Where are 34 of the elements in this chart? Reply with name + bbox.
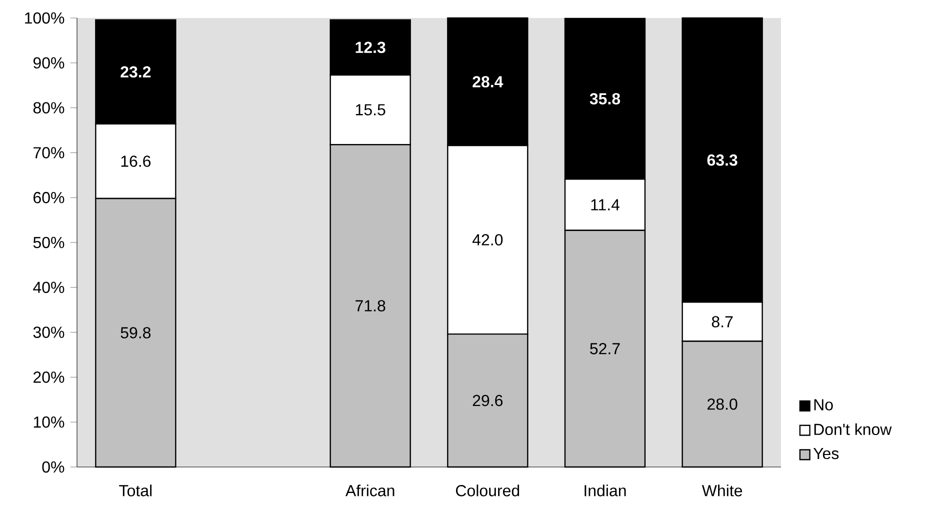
x-tick-label: Indian (584, 484, 626, 496)
legend-label: Yes (813, 448, 839, 460)
data-label: 28.0 (708, 398, 738, 410)
data-label: 71.8 (356, 300, 386, 312)
data-label: 11.4 (591, 199, 620, 210)
data-label: 42.0 (472, 234, 503, 246)
y-tick-label: 100% (25, 12, 64, 24)
y-tick-label: 20% (34, 372, 64, 383)
y-tick-label: 50% (33, 236, 64, 248)
legend-label: Don't know (814, 423, 892, 436)
data-label: 63.3 (707, 154, 738, 166)
data-label: 16.6 (121, 156, 151, 167)
data-label: 29.6 (472, 394, 503, 406)
y-tick-label: 90% (33, 57, 64, 69)
y-tick-label: 60% (34, 192, 64, 204)
data-label: 8.7 (712, 316, 733, 328)
y-tick-label: 70% (34, 147, 64, 158)
data-label: 59.8 (120, 327, 151, 338)
data-label: 28.4 (472, 76, 504, 88)
x-tick-label: Coloured (456, 484, 520, 496)
legend-label: No (814, 399, 833, 410)
x-tick-label: Total (119, 484, 152, 496)
data-label: 52.7 (590, 343, 620, 354)
y-tick-label: 80% (33, 102, 64, 114)
y-tick-label: 0% (42, 461, 64, 473)
y-tick-label: 40% (33, 282, 64, 294)
data-label: 35.8 (590, 93, 620, 104)
x-tick-label: African (345, 484, 394, 496)
y-tick-label: 10% (34, 416, 64, 428)
data-label: 12.3 (356, 42, 386, 54)
x-tick-label: White (702, 484, 742, 496)
data-label: 23.2 (120, 66, 151, 78)
y-tick-label: 30% (33, 326, 64, 338)
data-label: 15.5 (356, 104, 386, 116)
